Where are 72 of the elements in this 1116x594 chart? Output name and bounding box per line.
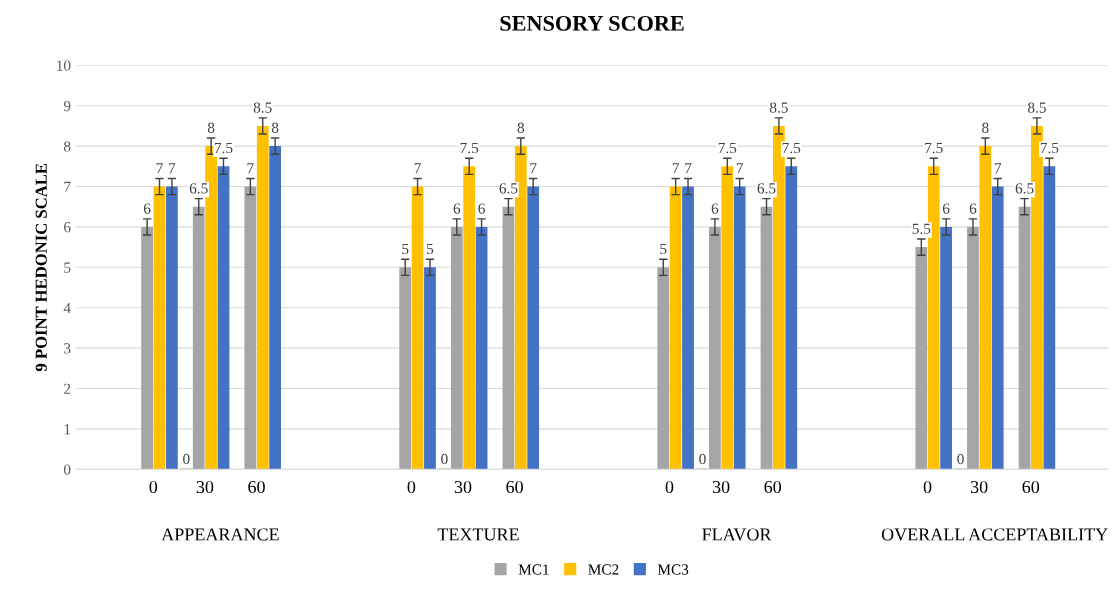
data-label: 0 [441,453,448,465]
y-tick-label: 6 [64,222,71,233]
data-label: 7 [736,163,744,174]
y-tick-label: 9 [63,100,71,112]
text: FLAVOR [702,528,772,541]
y-axis-title: 9 POINT HEDONIC SCALE [35,163,47,372]
data-label: 5 [402,243,409,255]
data-label: 7 [685,163,692,174]
x-tick-label: 60 [1022,480,1040,494]
data-label: 0 [183,453,190,465]
data-label: 7.5 [718,142,737,154]
data-label: 6 [942,203,950,214]
data-label: 8.5 [769,102,788,113]
data-label: 7 [530,163,537,174]
y-tick-label: 2 [64,383,71,394]
x-tick-label: 60 [248,480,265,494]
data-label: 8.5 [253,102,272,113]
data-label: 8 [982,122,989,133]
data-label: 7.5 [782,142,801,154]
data-label: 7.5 [460,142,479,154]
data-label: 0 [699,453,706,465]
y-tick-label: 0 [63,464,71,475]
y-tick-label: 10 [57,60,71,71]
data-label: 8 [207,122,215,133]
text: TEXTURE [437,528,519,541]
y-tick-label: 5 [64,262,71,273]
data-label: 6 [478,203,485,214]
x-tick-label: 30 [970,480,988,494]
text: OVERALL ACCEPTABILITY [881,528,1108,541]
data-label: 7 [156,163,163,174]
data-label: 7 [247,163,254,174]
data-label: 7 [414,163,421,174]
x-tick-label: 0 [407,480,416,494]
data-label: 6 [143,203,151,214]
data-label: 7 [994,163,1002,174]
y-tick-label: 4 [63,302,71,313]
data-label: 6.5 [1015,183,1034,194]
data-label: 8.5 [1027,102,1046,113]
data-label: 6 [453,203,461,214]
x-tick-label: 30 [454,480,472,494]
legend-label: MC1 [518,564,549,575]
data-label: 7.5 [1040,142,1059,154]
data-label: 6.5 [757,183,776,194]
data-label: 6 [711,203,719,214]
data-label: 7.5 [214,142,233,154]
x-tick-label: 0 [923,480,932,494]
data-label: 5 [427,243,434,255]
x-tick-label: 60 [764,480,782,494]
data-label: 0 [957,453,964,465]
data-label: 5.5 [912,223,931,234]
data-label: 6.5 [189,183,208,194]
data-label: 6 [969,203,977,214]
data-label: 7 [169,163,176,174]
y-tick-label: 8 [63,141,71,152]
x-tick-label: 60 [506,480,523,494]
data-label: 7.5 [925,142,943,154]
legend-label: MC3 [657,564,689,575]
data-label: 6.5 [499,183,518,194]
data-label: 8 [517,122,525,133]
y-tick-label: 7 [64,181,71,192]
data-label: 8 [271,122,279,133]
data-label: 7 [672,163,680,174]
text: APPEARANCE [161,528,279,541]
x-tick-label: 30 [196,480,214,494]
x-tick-label: 30 [712,480,730,494]
x-tick-label: 0 [665,480,674,494]
y-tick-label: 3 [64,343,71,354]
y-tick-label: 1 [64,424,71,435]
x-tick-label: 0 [149,480,158,494]
data-label: 5 [660,243,667,255]
chart-title: SENSORY SCORE [500,15,684,31]
legend-label: MC2 [588,564,619,575]
